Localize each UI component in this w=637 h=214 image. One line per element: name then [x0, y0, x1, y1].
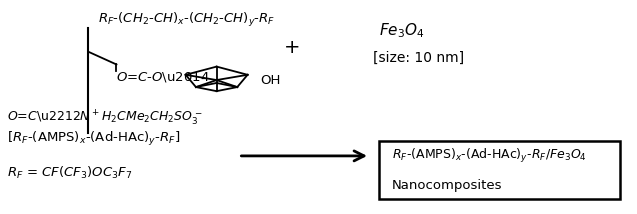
Text: +: +	[283, 38, 300, 57]
Text: [size: 10 nm]: [size: 10 nm]	[373, 51, 464, 65]
FancyBboxPatch shape	[379, 141, 620, 199]
Text: Nanocomposites: Nanocomposites	[392, 179, 503, 192]
Text: $Fe_3O_4$: $Fe_3O_4$	[379, 21, 425, 40]
Text: $R_F$-($CH_2$-$CH$)$_x$-($CH_2$-$CH$)$_y$-$R_F$: $R_F$-($CH_2$-$CH$)$_x$-($CH_2$-$CH$)$_y…	[97, 11, 275, 29]
Text: $O$=$C$-$O$\u2014: $O$=$C$-$O$\u2014	[117, 70, 210, 84]
Text: [$R_F$-(AMPS)$_x$-(Ad-HAc)$_y$-$R_F$]: [$R_F$-(AMPS)$_x$-(Ad-HAc)$_y$-$R_F$]	[7, 130, 180, 148]
Text: $R_F$-(AMPS)$_x$-(Ad-HAc)$_y$-$R_F$/$Fe_3O_4$: $R_F$-(AMPS)$_x$-(Ad-HAc)$_y$-$R_F$/$Fe_…	[392, 147, 587, 165]
Text: $O$=$C$\u2212$N^+H_2CMe_2CH_2SO_3^-$: $O$=$C$\u2212$N^+H_2CMe_2CH_2SO_3^-$	[7, 108, 203, 127]
Text: $R_F$ = $CF(CF_3)OC_3F_7$: $R_F$ = $CF(CF_3)OC_3F_7$	[7, 165, 132, 181]
Text: OH: OH	[261, 74, 281, 87]
